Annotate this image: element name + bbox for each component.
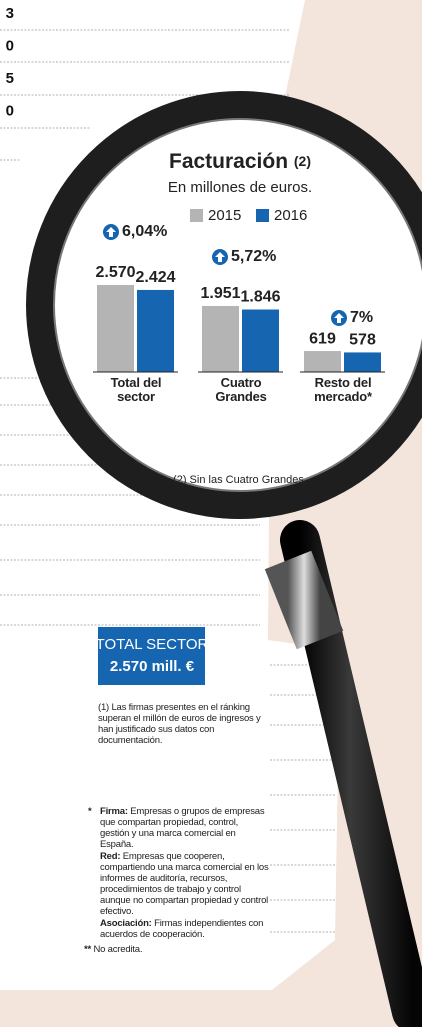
growth-label: 7%: [350, 309, 373, 326]
value-label: 1.951: [200, 285, 240, 302]
chart-title: Facturación (2): [169, 150, 311, 173]
category-label: Total del sector: [94, 376, 178, 404]
definition-term: Red:: [100, 851, 121, 862]
category-label-body: Total del sector: [94, 376, 178, 404]
lens: [54, 119, 422, 491]
chart-title-note: (2): [294, 153, 311, 169]
definition-text: Empresas que cooperen, compartiendo una …: [100, 851, 269, 917]
value-label: 2.424: [135, 269, 175, 286]
legend-swatch: [190, 209, 203, 222]
definitions-body: * Firma: Empresas o grupos de empresas qu…: [84, 806, 269, 955]
definition: Firma: Empresas o grupos de empresas que…: [100, 806, 269, 850]
definition: Red: Empresas que cooperen, compartiendo…: [100, 851, 269, 917]
bar: [137, 289, 174, 372]
definition-text: Empresas o grupos de empresas que compar…: [100, 806, 265, 850]
chart-title-text: Facturación: [169, 150, 288, 173]
bar: [97, 285, 134, 372]
definition-term: Firma:: [100, 806, 128, 817]
definition-text: Firmas independientes con acuerdos de co…: [100, 918, 264, 940]
bar: [304, 351, 341, 372]
total-box-value: 2.570 mill. €: [110, 658, 195, 675]
chart-subtitle: En millones de euros.: [168, 179, 312, 196]
table-cell: 0: [6, 37, 14, 54]
definitions-marker: *: [88, 806, 92, 817]
definitions-list: * Firma: Empresas o grupos de empresas qu…: [84, 806, 269, 940]
bar: [202, 305, 239, 372]
no-acredita-text: No acredita.: [93, 944, 143, 955]
legend-label: 2016: [274, 207, 307, 224]
value-label: 619: [309, 330, 336, 347]
footnote-box: (1) Las firmas presentes en el ránking s…: [98, 702, 268, 746]
value-label: 2.570: [95, 264, 135, 281]
lens-ring: [26, 91, 422, 519]
handle-collar: [264, 550, 344, 650]
growth-arrow: [215, 252, 225, 262]
category-label-body: Resto del mercado*: [301, 376, 385, 404]
table-cell: 0: [6, 102, 14, 119]
category-text: Total del sector: [110, 376, 162, 404]
table-cell: 5: [6, 70, 14, 87]
growth-arrow: [334, 313, 344, 323]
total-box-title: TOTAL SECTOR: [96, 636, 209, 653]
no-acredita: ** No acredita.: [84, 944, 269, 955]
value-label: 578: [349, 332, 376, 349]
definitions: * Firma: Empresas o grupos de empresas qu…: [84, 806, 269, 955]
lens-ring-inner: [53, 118, 422, 492]
table-cell: 3: [6, 5, 14, 22]
definition: Asociación: Firmas independientes con ac…: [100, 918, 269, 940]
category-label: Resto del mercado*: [301, 376, 385, 404]
legend-label: 2015: [208, 207, 241, 224]
growth-arrow: [106, 227, 116, 237]
bar: [344, 352, 381, 372]
category-label-body: Cuatro Grandes: [199, 376, 283, 404]
legend-swatch: [256, 209, 269, 222]
definition-term: Asociación:: [100, 918, 152, 929]
total-box: [98, 627, 205, 685]
growth-label: 5,72%: [231, 248, 276, 265]
category-text: Resto del mercado*: [314, 376, 372, 404]
value-label: 1.846: [240, 289, 280, 306]
bar: [242, 309, 279, 372]
chart-note: (2) Sin las Cuatro Grandes.: [173, 474, 307, 486]
footnote: (1) Las firmas presentes en el ránking s…: [98, 702, 261, 746]
footnote-box-body: (1) Las firmas presentes en el ránking s…: [98, 702, 268, 746]
growth-label: 6,04%: [122, 223, 167, 240]
category-label: Cuatro Grandes: [199, 376, 283, 404]
no-acredita-marker: **: [84, 944, 91, 955]
category-text: Cuatro Grandes: [215, 376, 267, 404]
